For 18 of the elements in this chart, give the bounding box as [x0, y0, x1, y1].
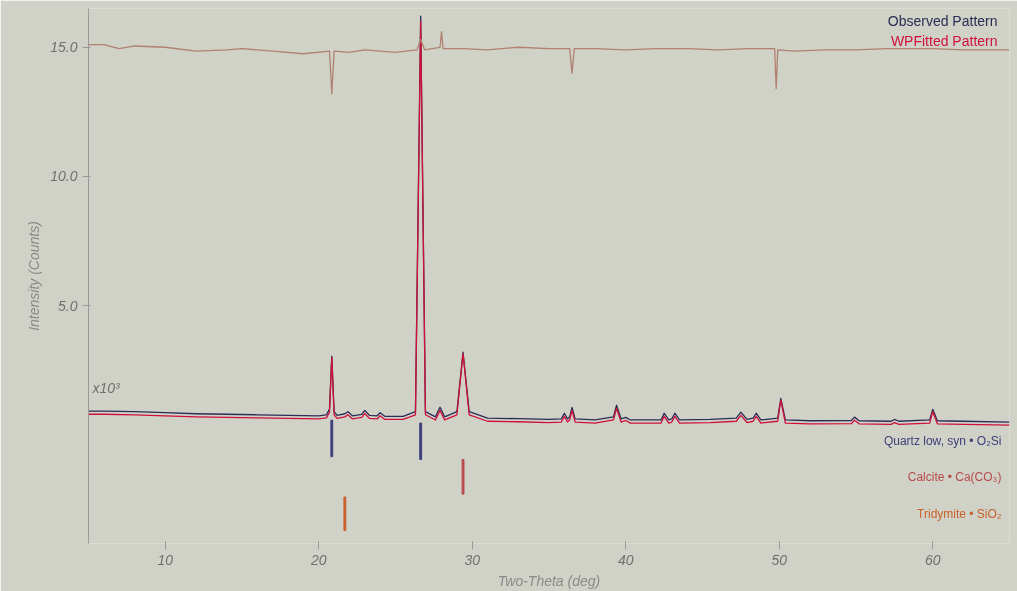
x-tick-label: 10 [157, 551, 174, 568]
x-axis-title: Two-Theta (deg) [497, 572, 601, 589]
line-series [88, 31, 1010, 95]
y-tick-label: 15.0 [50, 39, 78, 56]
text: Quartz low, syn • O₂Si [883, 434, 1002, 449]
x-tick-label: 30 [464, 551, 481, 568]
x-tick-label: 40 [617, 551, 634, 568]
text: WPFitted Pattern [890, 32, 998, 49]
x-tick-label: 20 [309, 551, 327, 568]
annotation: x10³ [91, 380, 121, 397]
y-tick-label: 10.0 [50, 168, 78, 185]
text: Observed Pattern [887, 12, 998, 29]
x-tick-label: 50 [771, 551, 788, 568]
text: Tridymite • SiO₂ [917, 506, 1002, 521]
y-axis-title: Intensity (Counts) [26, 221, 43, 331]
x-tick-label: 60 [924, 551, 941, 568]
text: Calcite • Ca(CO₃) [907, 469, 1002, 484]
y-tick-label: 5.0 [58, 297, 78, 314]
